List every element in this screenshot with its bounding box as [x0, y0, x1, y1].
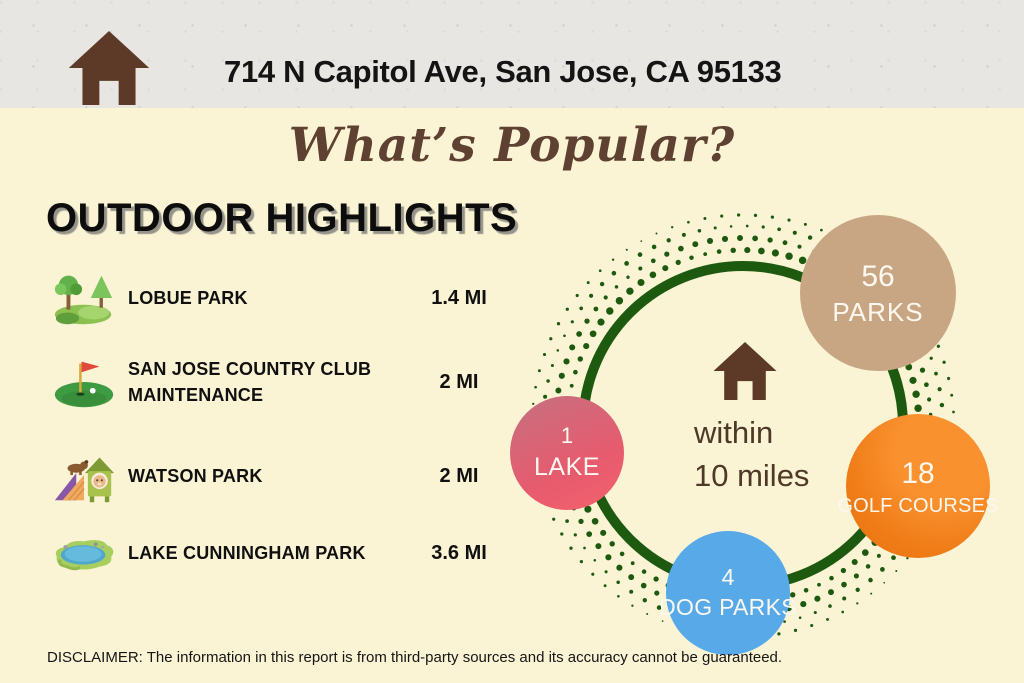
highlight-distance: 2 MI: [439, 464, 479, 487]
header-bar: 714 N Capitol Ave, San Jose, CA 95133: [0, 0, 1024, 108]
section-title: OUTDOOR HIGHLIGHTS: [46, 196, 518, 240]
golf-count: 18: [901, 456, 935, 490]
parks-count: 56: [861, 259, 895, 293]
dog-park-icon: [46, 447, 122, 505]
lake-bubble: 1 LAKE: [510, 396, 624, 510]
list-item: LAKE CUNNINGHAM PARK 3.6 MI: [46, 524, 518, 582]
list-item: SAN JOSE COUNTRY CLUB MAINTENANCE 2 MI: [46, 344, 518, 420]
lake-label: LAKE: [534, 453, 600, 482]
highlight-distance: 1.4 MI: [431, 286, 487, 309]
lake-icon: [46, 527, 122, 579]
dog-parks-count: 4: [721, 564, 735, 591]
home-icon: [68, 31, 150, 105]
disclaimer: DISCLAIMER: The information in this repo…: [47, 649, 783, 666]
highlight-name: SAN JOSE COUNTRY CLUB MAINTENANCE: [128, 358, 372, 405]
golf-icon: [46, 353, 122, 411]
property-address: 714 N Capitol Ave, San Jose, CA 95133: [224, 54, 782, 89]
golf-bubble: 18 GOLF COURSES: [837, 414, 998, 558]
highlight-distance: 2 MI: [439, 370, 479, 393]
page-title: What’s Popular?: [288, 118, 736, 173]
list-item: LOBUE PARK 1.4 MI: [46, 266, 518, 330]
parks-bubble: 56 PARKS: [800, 215, 956, 371]
highlight-distance: 3.6 MI: [431, 541, 487, 564]
radius-caption: within 10 miles: [694, 411, 809, 497]
lake-count: 1: [560, 423, 574, 449]
parks-label: PARKS: [832, 296, 924, 327]
highlight-name: LAKE CUNNINGHAM PARK: [128, 542, 366, 563]
golf-label: GOLF COURSES: [837, 494, 999, 517]
park-icon: [46, 269, 122, 327]
radius-caption-line1: within: [694, 415, 774, 450]
dog-parks-bubble: 4 DOG PARKS: [659, 531, 797, 655]
highlight-name: WATSON PARK: [128, 465, 263, 486]
home-icon: [713, 342, 777, 400]
list-item: WATSON PARK 2 MI: [46, 446, 518, 506]
dog-parks-label: DOG PARKS: [659, 594, 797, 620]
radius-caption-line2: 10 miles: [694, 458, 810, 493]
highlight-name: LOBUE PARK: [128, 287, 248, 308]
